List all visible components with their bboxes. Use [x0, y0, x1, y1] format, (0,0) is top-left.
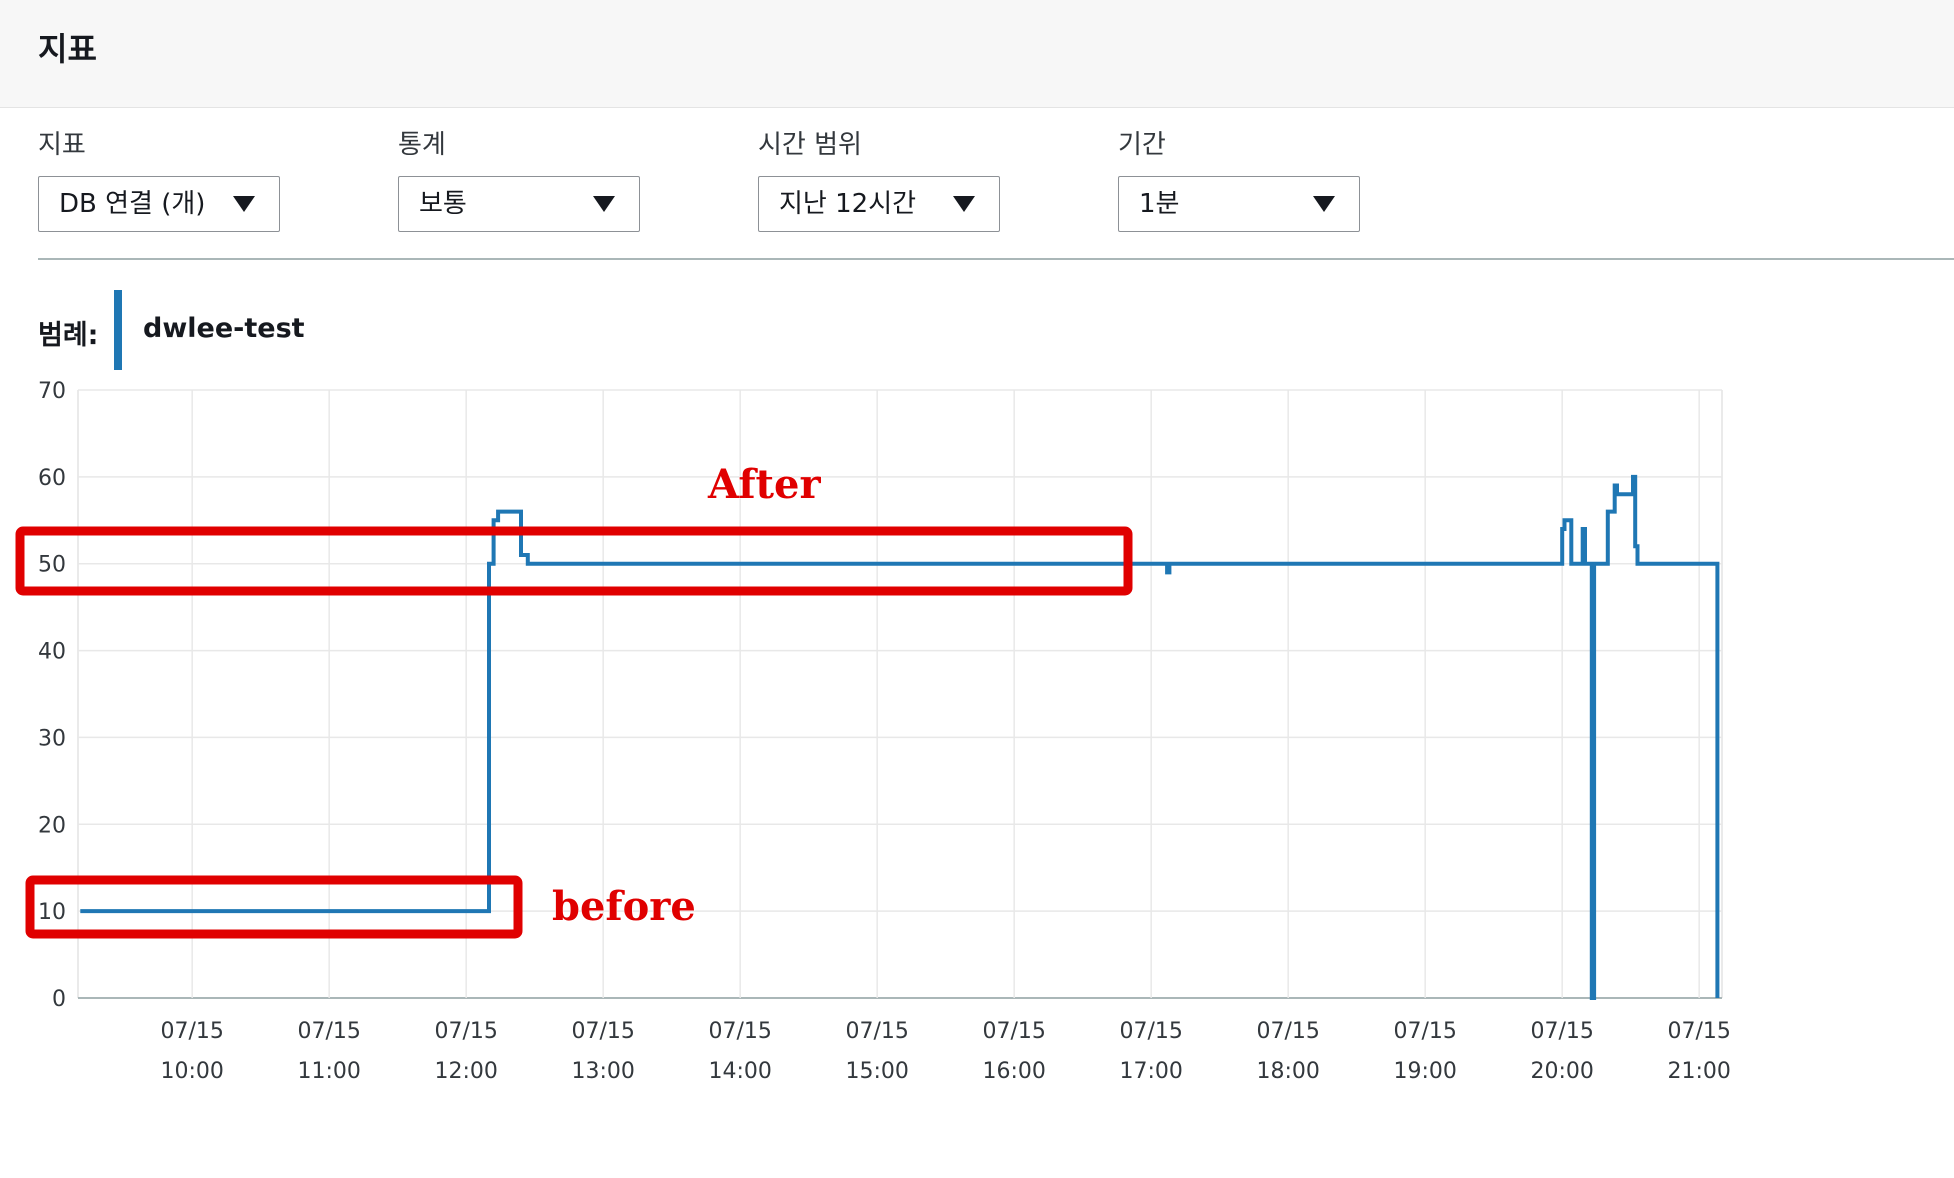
y-axis-ticks: 0 10 20 30 40 50 60 70 [38, 379, 66, 1012]
legend-label: 범례: [38, 320, 99, 351]
time-range-label: 시간 범위 [758, 130, 862, 160]
x-tick-date-label: 07/15 [571, 1019, 634, 1044]
x-tick-date-label: 07/15 [434, 1019, 497, 1044]
statistic-select[interactable]: 보통 [398, 176, 640, 232]
x-tick-date-label: 07/15 [1393, 1019, 1456, 1044]
x-tick-date-label: 07/15 [1667, 1019, 1730, 1044]
period-select[interactable]: 1분 [1118, 176, 1360, 232]
x-tick-date-label: 07/15 [1256, 1019, 1319, 1044]
statistic-select-value: 보통 [419, 189, 467, 219]
statistic-control: 통계 보통 [398, 128, 640, 232]
x-axis-ticks: 07/15 10:00 07/15 11:00 07/15 12:00 07/15 13:00… [160, 1019, 1730, 1084]
chevron-down-icon [593, 196, 615, 212]
x-tick-date-label: 07/15 [982, 1019, 1045, 1044]
y-tick-label: 30 [38, 726, 66, 751]
metric-select-value: DB 연결 (개) [59, 189, 206, 219]
period-select-value: 1분 [1139, 189, 1180, 219]
time-range-control: 시간 범위 지난 12시간 [758, 128, 1000, 232]
x-tick-time-label: 17:00 [1119, 1059, 1182, 1084]
metric-select[interactable]: DB 연결 (개) [38, 176, 280, 232]
x-tick-date-label: 07/15 [845, 1019, 908, 1044]
x-tick-time-label: 20:00 [1530, 1059, 1593, 1084]
x-tick-time-label: 14:00 [708, 1059, 771, 1084]
x-tick-date-label: 07/15 [1119, 1019, 1182, 1044]
page-title: 지표 [38, 30, 97, 68]
after-highlight-box [15, 526, 1133, 596]
y-tick-label: 40 [38, 640, 66, 665]
before-annotation: before [552, 883, 696, 930]
x-tick-time-label: 18:00 [1256, 1059, 1319, 1084]
y-tick-label: 60 [38, 466, 66, 491]
after-annotation: After [707, 461, 821, 508]
period-control: 기간 1분 [1118, 128, 1360, 232]
legend-swatch [114, 290, 122, 370]
x-tick-time-label: 19:00 [1393, 1059, 1456, 1084]
x-tick-date-label: 07/15 [297, 1019, 360, 1044]
x-tick-date-label: 07/15 [160, 1019, 223, 1044]
x-tick-time-label: 21:00 [1667, 1059, 1730, 1084]
statistic-label: 통계 [398, 130, 446, 160]
series-line-dwlee-test [80, 474, 1720, 1000]
chevron-down-icon [953, 196, 975, 212]
x-tick-date-label: 07/15 [1530, 1019, 1593, 1044]
x-tick-time-label: 11:00 [297, 1059, 360, 1084]
time-range-select[interactable]: 지난 12시간 [758, 176, 1000, 232]
time-range-select-value: 지난 12시간 [779, 189, 917, 219]
x-tick-time-label: 12:00 [434, 1059, 497, 1084]
chevron-down-icon [1313, 196, 1335, 212]
legend-series-name: dwlee-test [143, 313, 305, 344]
x-tick-time-label: 10:00 [160, 1059, 223, 1084]
page-header: 지표 [0, 0, 1954, 108]
y-tick-label: 70 [38, 379, 66, 404]
section-divider [38, 258, 1954, 260]
chart-grid [77, 389, 1723, 999]
x-tick-date-label: 07/15 [708, 1019, 771, 1044]
metric-label: 지표 [38, 130, 86, 160]
x-tick-time-label: 16:00 [982, 1059, 1045, 1084]
metric-control: 지표 DB 연결 (개) [38, 128, 280, 232]
y-tick-label: 20 [38, 813, 66, 838]
chevron-down-icon [233, 196, 255, 212]
x-tick-time-label: 13:00 [571, 1059, 634, 1084]
before-highlight-box [25, 875, 523, 939]
y-tick-label: 10 [38, 900, 66, 925]
x-tick-time-label: 15:00 [845, 1059, 908, 1084]
y-tick-label: 0 [52, 987, 66, 1012]
period-label: 기간 [1118, 130, 1166, 160]
y-tick-label: 50 [38, 553, 66, 578]
